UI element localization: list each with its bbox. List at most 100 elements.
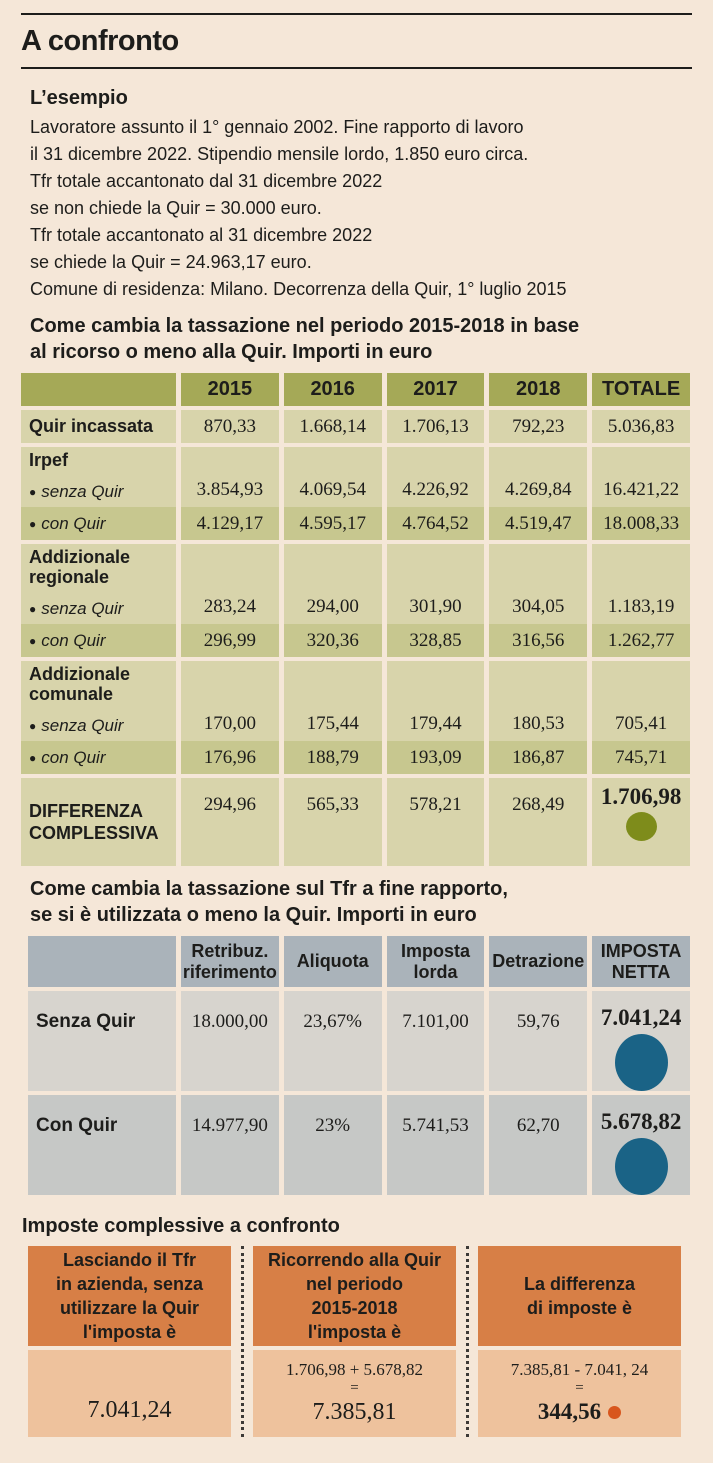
table-row-comunale-con: ● con Quir 176,96 188,79 193,09 186,87 74…	[21, 741, 690, 774]
cell-value: 870,33	[181, 410, 279, 443]
box-header: Lasciando il Tfr in azienda, senza utili…	[28, 1246, 231, 1346]
result-value: 344,56	[537, 1399, 602, 1424]
cell-value: 5.036,83	[592, 410, 690, 443]
box-header: La differenza di imposte è	[478, 1246, 681, 1346]
table-row-irpef-con: ● con Quir 4.129,17 4.595,17 4.764,52 4.5…	[21, 507, 690, 540]
table2-col-imposta-netta: IMPOSTA NETTA	[592, 936, 690, 987]
formula: 1.706,98 + 5.678,82	[285, 1360, 424, 1379]
cell-value: 294,96	[181, 778, 279, 866]
cell-value: 179,44	[386, 661, 485, 741]
table1-col-2016: 2016	[283, 373, 382, 406]
net-cell: 5.678,82	[592, 1095, 690, 1195]
net-value: 7.041,24	[600, 1005, 682, 1030]
cell-value: 792,23	[489, 410, 588, 443]
row-label: Irpef ● senza Quir	[21, 447, 176, 507]
example-heading: L’esempio	[30, 87, 128, 109]
row-label: Addizionale regionale ● senza Quir	[21, 544, 176, 624]
row-sublabel: ● senza Quir	[29, 716, 124, 735]
row-sublabel: ● senza Quir	[29, 482, 124, 501]
table1-heading: Come cambia la tassazione nel periodo 20…	[30, 315, 580, 363]
cell-value: 578,21	[386, 778, 485, 866]
cell-value: 4.069,54	[283, 447, 382, 507]
cell-value: 16.421,22	[592, 447, 690, 507]
table-row-quir-incassata: Quir incassata 870,33 1.668,14 1.706,13 …	[21, 410, 690, 443]
net-value: 5.678,82	[600, 1109, 682, 1134]
box-header: Ricorrendo alla Quir nel periodo 2015-20…	[253, 1246, 456, 1346]
cell-value: 4.519,47	[489, 507, 588, 540]
row-label: DIFFERENZA COMPLESSIVA	[21, 778, 176, 866]
table2-col-detrazione: Detrazione	[489, 936, 588, 987]
table-row-irpef-senza: Irpef ● senza Quir 3.854,93 4.069,54 4.22…	[21, 447, 690, 507]
row-label: ● con Quir	[21, 507, 176, 540]
cell-value: 175,44	[283, 661, 382, 741]
cell-value: 4.129,17	[181, 507, 279, 540]
cell-value: 328,85	[386, 624, 485, 657]
cell-value: 5.741,53	[386, 1095, 485, 1195]
row-title: Irpef	[29, 450, 69, 470]
equals-sign: =	[575, 1380, 584, 1396]
table1-col-2018: 2018	[489, 373, 588, 406]
box-result: 7.041,24	[28, 1350, 231, 1437]
row-sublabel: ● con Quir	[29, 513, 106, 533]
row-sublabel: ● senza Quir	[29, 599, 124, 618]
total-cell: 1.706,98	[592, 778, 690, 866]
infographic-panel: A confronto L’esempio Lavoratore assunto…	[0, 13, 713, 1437]
cell-value: 18.000,00	[181, 991, 279, 1091]
cell-value: 283,24	[181, 544, 279, 624]
row-title: Addizionale regionale	[29, 547, 131, 587]
cell-value: 316,56	[489, 624, 588, 657]
box-result: 1.706,98 + 5.678,82 = 7.385,81	[253, 1350, 456, 1437]
result-line: 344,56	[537, 1397, 622, 1427]
cell-value: 268,49	[489, 778, 588, 866]
cell-value: 320,36	[283, 624, 382, 657]
row-label: Quir incassata	[21, 410, 176, 443]
table1-col-2015: 2015	[181, 373, 279, 406]
cell-value: 301,90	[386, 544, 485, 624]
tfr-final-table: Retribuz. riferimento Aliquota Imposta l…	[28, 936, 690, 1195]
equals-sign: =	[350, 1380, 359, 1396]
row-sublabel: ● con Quir	[29, 630, 106, 650]
cell-value: 4.595,17	[283, 507, 382, 540]
table2-col-imposta-lorda: Imposta lorda	[386, 936, 485, 987]
bullet-icon: ●	[29, 719, 37, 733]
cell-value: 304,05	[489, 544, 588, 624]
cell-value: 3.854,93	[181, 447, 279, 507]
orange-dot-icon	[608, 1405, 622, 1419]
row-label: Senza Quir	[28, 991, 176, 1091]
row-label: ● con Quir	[21, 624, 176, 657]
box-result: 7.385,81 - 7.041, 24 = 344,56	[478, 1350, 681, 1437]
table2-heading: Come cambia la tassazione sul Tfr a fine…	[30, 878, 508, 926]
bullet-icon: ●	[29, 516, 37, 531]
bullet-icon: ●	[29, 602, 37, 616]
bullet-icon: ●	[29, 633, 37, 648]
row-label: Addizionale comunale ● senza Quir	[21, 661, 176, 741]
cell-value: 193,09	[386, 741, 485, 774]
cell-value: 4.269,84	[489, 447, 588, 507]
cell-value: 745,71	[592, 741, 690, 774]
row-label: Con Quir	[28, 1095, 176, 1195]
cell-value: 14.977,90	[181, 1095, 279, 1195]
dotted-divider	[456, 1246, 478, 1437]
comparison-heading: Imposte complessive a confronto	[22, 1215, 340, 1237]
tax-period-table: 2015 2016 2017 2018 TOTALE Quir incassat…	[21, 373, 690, 866]
cell-value: 705,41	[592, 661, 690, 741]
result-value: 7.385,81	[312, 1399, 397, 1425]
table2-col-retribuzione: Retribuz. riferimento	[181, 936, 279, 987]
cell-value: 4.226,92	[386, 447, 485, 507]
row-sublabel: ● con Quir	[29, 747, 106, 767]
cell-value: 23,67%	[283, 991, 382, 1091]
formula: 7.385,81 - 7.041, 24	[510, 1360, 649, 1379]
top-rule	[21, 13, 692, 15]
table2-col-aliquota: Aliquota	[283, 936, 382, 987]
cell-value: 62,70	[489, 1095, 588, 1195]
result-value: 7.041,24	[87, 1397, 172, 1423]
cell-value: 294,00	[283, 544, 382, 624]
cell-value: 565,33	[283, 778, 382, 866]
bullet-icon: ●	[29, 485, 37, 499]
table-row-con-quir: Con Quir 14.977,90 23% 5.741,53 62,70 5.…	[28, 1095, 690, 1195]
table-row-regionale-con: ● con Quir 296,99 320,36 328,85 316,56 1.…	[21, 624, 690, 657]
page-title: A confronto	[21, 25, 179, 57]
table-row-regionale-senza: Addizionale regionale ● senza Quir 283,24…	[21, 544, 690, 624]
table-row-senza-quir: Senza Quir 18.000,00 23,67% 7.101,00 59,…	[28, 991, 690, 1091]
row-label: ● con Quir	[21, 741, 176, 774]
